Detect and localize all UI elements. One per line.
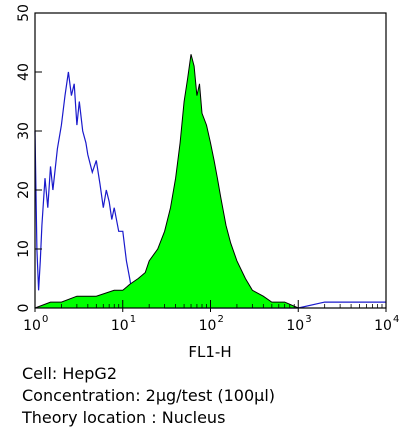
x-tick-exponent-2: 2 [218, 314, 224, 325]
x-tick-exponent-4: 4 [393, 314, 399, 325]
y-tick-label-40: 40 [16, 63, 32, 81]
x-tick-exponent-3: 3 [305, 314, 311, 325]
caption-theory-location: Theory location : Nucleus [22, 408, 226, 427]
y-tick-label-10: 10 [16, 240, 32, 258]
x-tick-label-1: 10 [111, 318, 129, 334]
x-tick-label-2: 10 [199, 318, 217, 334]
y-tick-label-0: 0 [16, 304, 32, 313]
x-tick-exponent-1: 1 [130, 314, 136, 325]
caption-cell-line: Cell: HepG2 [22, 364, 117, 383]
x-tick-label-0: 10 [23, 318, 41, 334]
caption-concentration: Concentration: 2µg/test (100µl) [22, 386, 276, 405]
series-sample-outline [34, 54, 386, 309]
y-tick-label-50: 50 [16, 4, 32, 22]
y-tick-label-30: 30 [16, 122, 32, 140]
x-tick-label-3: 10 [286, 318, 304, 334]
y-tick-label-20: 20 [16, 181, 32, 199]
series-sample-area [35, 54, 386, 308]
x-axis-title: FL1-H [188, 343, 231, 361]
x-tick-label-4: 10 [374, 318, 392, 334]
x-tick-exponent-0: 0 [42, 314, 48, 325]
